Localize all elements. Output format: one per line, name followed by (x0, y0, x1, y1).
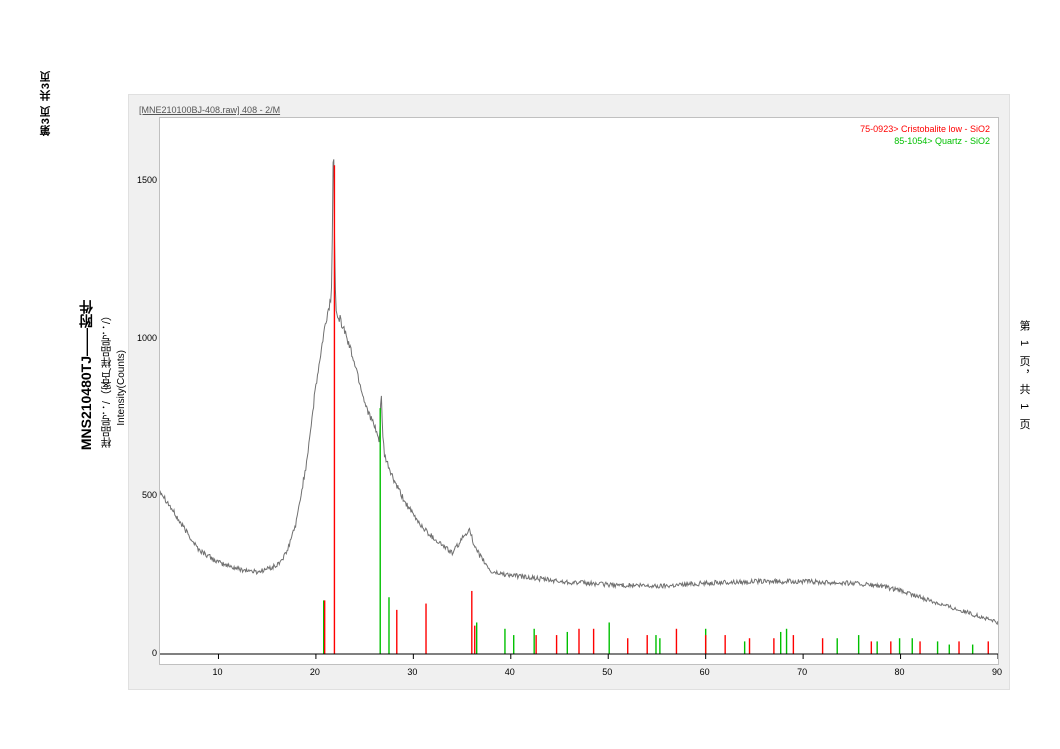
y-tick-label: 1500 (137, 175, 157, 185)
y-tick-label: 0 (152, 648, 157, 658)
page-header-left: 第3页 共3页 (38, 70, 54, 136)
document-title: MNS210480TJ——附件 (76, 300, 96, 450)
y-tick-label: 500 (142, 490, 157, 500)
x-tick-label: 70 (797, 667, 807, 677)
x-tick-label: 50 (602, 667, 612, 677)
plot-file-label: [MNE210100BJ-408.raw] 408 - 2/M (139, 105, 280, 115)
x-tick-label: 80 (895, 667, 905, 677)
y-tick-label: 1000 (137, 333, 157, 343)
x-tick-label: 90 (992, 667, 1002, 677)
x-tick-label: 10 (212, 667, 222, 677)
xrd-chart-svg (160, 118, 998, 664)
x-tick-label: 40 (505, 667, 515, 677)
y-axis-label: Intensity(Counts) (116, 350, 127, 426)
page-footer-right: 第 1 页，共 1 页 (1016, 320, 1032, 432)
sample-label: 样品号：/（客户样品号：/） (99, 310, 115, 448)
plot-outer-panel: [MNE210100BJ-408.raw] 408 - 2/M 0 500 1000… (128, 94, 1010, 690)
x-tick-label: 60 (700, 667, 710, 677)
x-tick-label: 30 (407, 667, 417, 677)
xrd-trace (160, 159, 998, 624)
plot-area: 75-0923> Cristobalite low - SiO2 85-1054… (159, 117, 999, 665)
x-tick-label: 20 (310, 667, 320, 677)
